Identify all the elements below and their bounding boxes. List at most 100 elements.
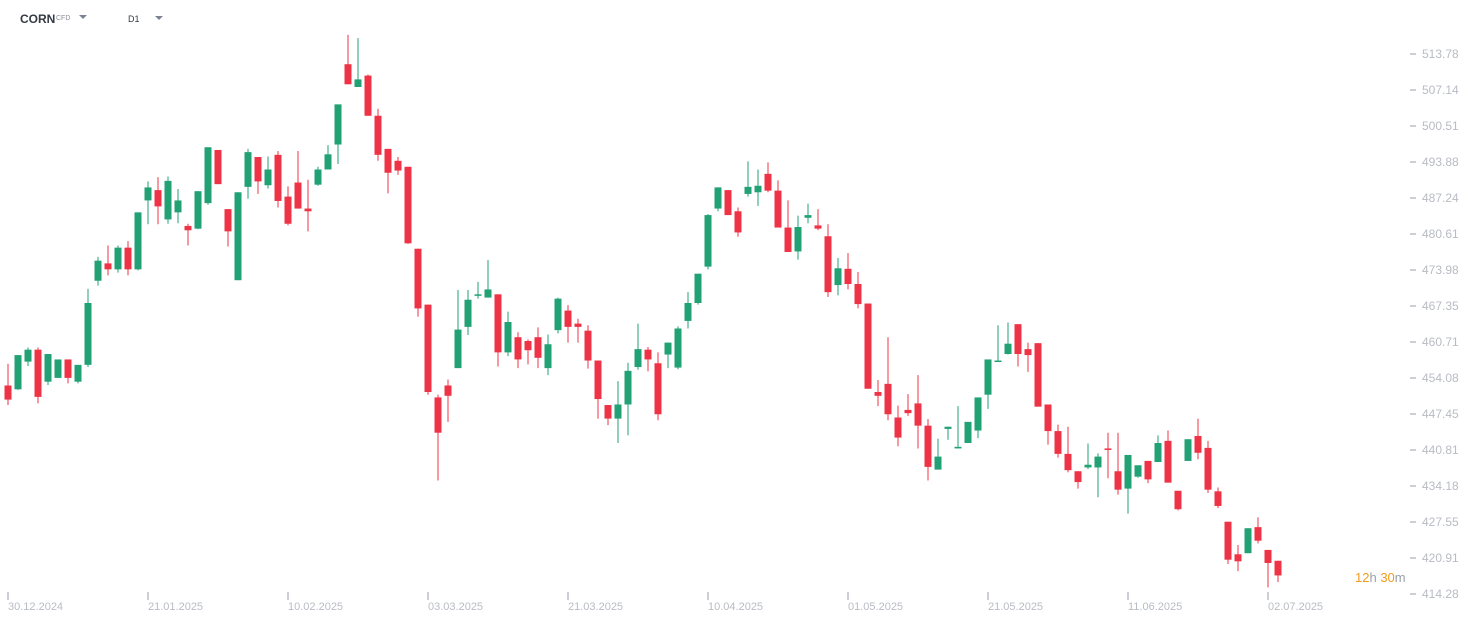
candle[interactable] [1114,432,1122,495]
candle[interactable] [284,186,292,226]
candle[interactable] [954,406,962,449]
candle[interactable] [184,223,192,246]
candle[interactable] [214,149,222,185]
candle[interactable] [1064,426,1072,473]
candle[interactable] [254,157,262,194]
candle[interactable] [564,305,572,343]
candle[interactable] [294,151,302,209]
candle[interactable] [854,272,862,309]
candle[interactable] [274,151,282,208]
candle[interactable] [414,248,422,317]
candle[interactable] [434,394,442,481]
candle[interactable] [1224,521,1232,565]
candle[interactable] [1054,424,1062,458]
candle[interactable] [514,332,522,369]
candle[interactable] [4,363,12,406]
candle[interactable] [324,145,332,170]
candle[interactable] [534,327,542,369]
candle[interactable] [1204,440,1212,493]
candle[interactable] [774,180,782,228]
candle[interactable] [264,156,272,189]
candle[interactable] [154,177,162,225]
candle[interactable] [804,203,812,224]
candle[interactable] [714,187,722,212]
candle[interactable] [1034,343,1042,407]
candle[interactable] [104,245,112,276]
candle[interactable] [74,364,82,384]
candle[interactable] [654,352,662,421]
candle[interactable] [1184,439,1192,461]
candle[interactable] [864,303,872,389]
candle[interactable] [1124,454,1132,514]
candle[interactable] [444,379,452,422]
candle[interactable] [684,292,692,329]
candle[interactable] [94,256,102,286]
candle[interactable] [884,337,892,421]
symbol-dropdown-icon[interactable] [79,15,87,19]
candle[interactable] [1264,549,1272,588]
candle[interactable] [164,176,172,224]
candle[interactable] [394,157,402,175]
candle[interactable] [1234,545,1242,572]
candle[interactable] [794,215,802,260]
candle[interactable] [984,359,992,409]
symbol-selector[interactable]: CORN [20,12,56,26]
candle[interactable] [1084,443,1092,470]
candle[interactable] [464,289,472,336]
candle[interactable] [1134,465,1142,478]
candle[interactable] [784,200,792,252]
candle[interactable] [474,281,482,299]
candle[interactable] [204,147,212,205]
candle[interactable] [604,405,612,426]
candle[interactable] [644,346,652,372]
candle[interactable] [14,355,22,390]
candle[interactable] [174,189,182,224]
candle[interactable] [554,297,562,334]
candle[interactable] [1074,471,1082,489]
candle[interactable] [594,360,602,419]
candle[interactable] [524,339,532,365]
candle[interactable] [1004,322,1012,355]
candle[interactable] [44,354,52,385]
candle[interactable] [484,260,492,298]
candle[interactable] [224,209,232,247]
candle[interactable] [1254,517,1262,544]
candle[interactable] [334,104,342,165]
candle[interactable] [364,74,372,116]
candle[interactable] [634,323,642,370]
candle[interactable] [134,212,142,271]
candle[interactable] [1104,432,1112,479]
candle[interactable] [754,169,762,206]
candle[interactable] [1274,560,1282,582]
candle[interactable] [1094,453,1102,498]
candle[interactable] [1014,324,1022,367]
candle[interactable] [844,253,852,290]
candle[interactable] [1164,430,1172,483]
candle[interactable] [574,318,582,343]
candle[interactable] [744,161,752,197]
timeframe-dropdown-icon[interactable] [155,16,163,20]
candle[interactable] [304,179,312,232]
candle[interactable] [874,380,882,407]
candle[interactable] [384,148,392,194]
candle[interactable] [834,257,842,296]
candle[interactable] [374,108,382,161]
candle[interactable] [994,325,1002,363]
candle[interactable] [1024,342,1032,372]
candle[interactable] [1174,490,1182,511]
candle[interactable] [194,191,202,230]
candle[interactable] [904,394,912,416]
candle[interactable] [344,34,352,85]
candle[interactable] [704,213,712,270]
candle[interactable] [694,273,702,305]
candle[interactable] [544,334,552,376]
candle[interactable] [944,426,952,440]
candle[interactable] [1214,487,1222,509]
candle[interactable] [454,289,462,369]
candle[interactable] [934,438,942,470]
candle[interactable] [84,288,92,368]
candle[interactable] [24,347,32,366]
candle[interactable] [894,405,902,447]
candle[interactable] [34,347,42,404]
